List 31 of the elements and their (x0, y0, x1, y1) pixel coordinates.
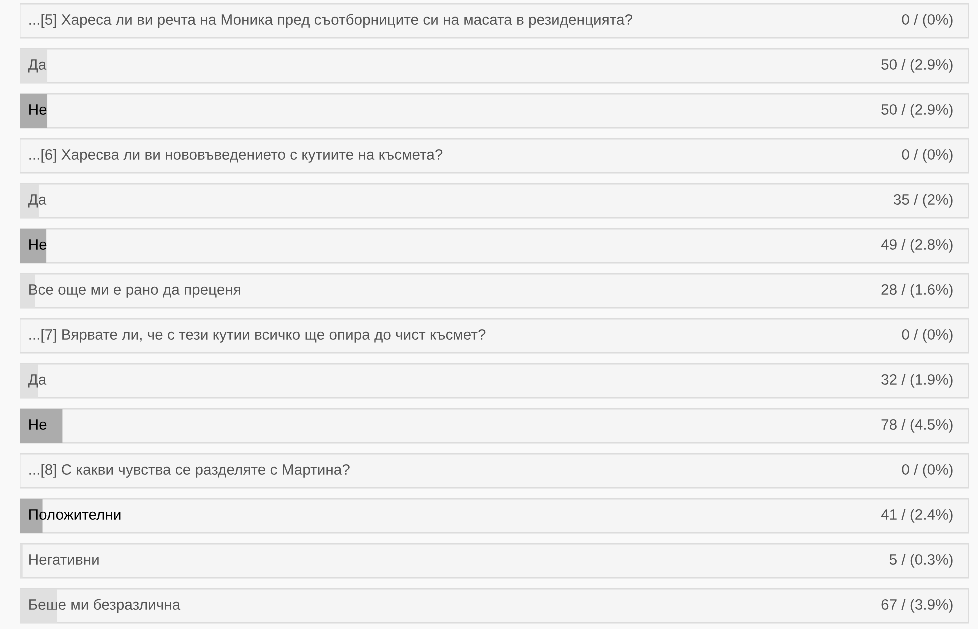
y-tick-label: Да (28, 374, 47, 388)
y-tick-label: Все още ми е рано да преценя (30, 284, 240, 298)
bar (20, 94, 48, 128)
y-tick-label: Да (28, 194, 47, 208)
data-label: 28 / (1.6%) (882, 284, 953, 298)
y-tick-label: Не (30, 420, 47, 430)
data-label: 41 / (2.4%) (881, 509, 953, 523)
bar (20, 229, 47, 263)
data-label: 78 / (4.5%) (882, 419, 953, 433)
data-label: 35 / (2%) (894, 194, 953, 208)
data-label: 67 / (3.9%) (882, 599, 953, 613)
data-label: 50 / (2.9%) (882, 104, 953, 118)
y-tick-label: Положителни (30, 510, 121, 520)
y-tick-label: Негативни (30, 554, 99, 565)
data-label: 5 / (0.3%) (890, 554, 953, 568)
data-label: 0 / (0%) (902, 14, 953, 28)
y-tick-label: ...[8] С какви чувства се разделяте с Мартина? (30, 464, 350, 478)
data-label: 49 / (2.8%) (881, 239, 953, 253)
data-label: 50 / (2.9%) (882, 59, 953, 73)
y-tick-label: Не (30, 240, 47, 250)
data-label: 32 / (1.9%) (882, 374, 953, 388)
y-tick-label: ...[7] Вярвате ли, че с тези кутии всичко ще опира до чист късмет? (30, 329, 486, 343)
data-label: 0 / (0%) (902, 464, 953, 478)
y-tick-label: ...[6] Харесва ли ви нововъведението с кутиите на късмета? (30, 149, 443, 163)
data-label: 0 / (0%) (902, 149, 953, 163)
bar (20, 409, 63, 443)
y-tick-label: ...[5] Хареса ли ви речта на Моника пред съотборниците си на масата в резиденцията? (30, 14, 632, 28)
y-tick-label: Да (28, 60, 47, 73)
y-tick-label: Не (30, 104, 47, 115)
data-label: 0 / (0%) (902, 329, 953, 343)
y-tick-label: Беше ми безразлична (30, 599, 181, 613)
